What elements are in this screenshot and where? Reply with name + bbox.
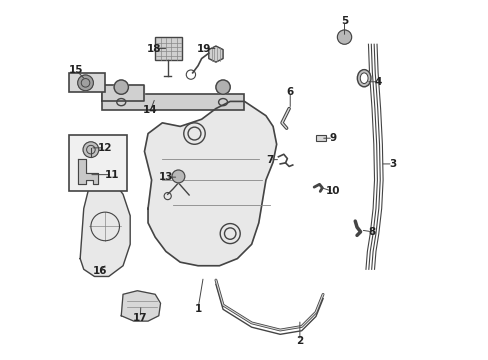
Text: 11: 11 — [105, 170, 120, 180]
Circle shape — [78, 75, 93, 91]
Text: 18: 18 — [147, 44, 162, 54]
Text: 16: 16 — [92, 266, 107, 276]
Text: 19: 19 — [196, 44, 210, 54]
Text: 9: 9 — [329, 133, 336, 143]
Circle shape — [337, 30, 351, 44]
Ellipse shape — [357, 69, 370, 87]
FancyBboxPatch shape — [155, 37, 182, 60]
Polygon shape — [78, 158, 98, 184]
Text: 17: 17 — [133, 312, 147, 323]
Text: 13: 13 — [158, 172, 173, 182]
Text: 10: 10 — [325, 186, 340, 197]
Text: 14: 14 — [143, 105, 158, 115]
Circle shape — [83, 142, 99, 157]
Text: 8: 8 — [368, 227, 375, 237]
Text: 3: 3 — [388, 159, 396, 169]
FancyBboxPatch shape — [69, 73, 105, 93]
Text: 15: 15 — [68, 65, 83, 75]
Ellipse shape — [360, 73, 367, 84]
Text: 5: 5 — [340, 16, 347, 26]
Text: 4: 4 — [374, 77, 381, 87]
FancyBboxPatch shape — [102, 94, 244, 111]
Circle shape — [216, 80, 230, 94]
Text: 12: 12 — [98, 143, 112, 153]
Polygon shape — [102, 85, 144, 102]
FancyBboxPatch shape — [69, 135, 126, 191]
Polygon shape — [208, 46, 223, 62]
Text: 2: 2 — [296, 336, 303, 346]
FancyBboxPatch shape — [315, 135, 325, 141]
Text: 6: 6 — [286, 87, 293, 98]
Text: 7: 7 — [266, 155, 273, 165]
Circle shape — [114, 80, 128, 94]
Polygon shape — [144, 102, 276, 266]
Text: 1: 1 — [194, 303, 201, 314]
Polygon shape — [121, 291, 160, 321]
Circle shape — [172, 170, 184, 183]
Polygon shape — [80, 173, 130, 276]
